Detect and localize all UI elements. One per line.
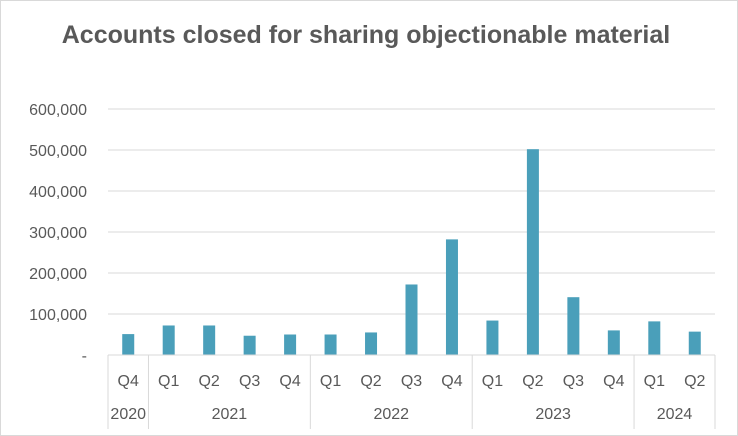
bar xyxy=(122,334,135,355)
x-tick-label: Q1 xyxy=(482,373,503,390)
bar xyxy=(284,334,297,355)
x-axis: Q4 Q1 Q2 Q3 Q4 Q1 Q2 Q3 Q4 Q1 Q2 Q3 Q4 Q1 Q2 2020 2021 20… xyxy=(107,354,716,429)
bar xyxy=(526,149,539,355)
x-tick-label: Q1 xyxy=(320,373,341,390)
y-tick-label: 600,000 xyxy=(29,102,87,119)
x-tick-label: Q4 xyxy=(279,373,300,390)
bar xyxy=(688,331,701,355)
bar xyxy=(445,239,458,355)
year-label: 2020 xyxy=(110,406,146,423)
x-tick-label: Q3 xyxy=(401,373,422,390)
y-tick-label: - xyxy=(82,348,87,365)
x-tick-label: Q1 xyxy=(158,373,179,390)
y-tick-label: 400,000 xyxy=(29,184,87,201)
bars xyxy=(122,149,701,355)
x-tick-label: Q2 xyxy=(684,373,705,390)
bar xyxy=(324,334,337,355)
y-tick-label: 100,000 xyxy=(29,307,87,324)
chart-title: Accounts closed for sharing objectionabl… xyxy=(61,21,671,49)
x-tick-label: Q3 xyxy=(563,373,584,390)
x-tick-label: Q2 xyxy=(522,373,543,390)
bar xyxy=(567,297,580,355)
bar xyxy=(162,325,175,355)
y-tick-label: 300,000 xyxy=(29,225,87,242)
x-tick-label: Q2 xyxy=(198,373,219,390)
bar xyxy=(365,332,378,355)
year-label: 2022 xyxy=(373,406,409,423)
year-label: 2021 xyxy=(212,406,248,423)
x-tick-label: Q4 xyxy=(603,373,624,390)
x-tick-label: Q1 xyxy=(644,373,665,390)
year-label: 2023 xyxy=(535,406,571,423)
bar xyxy=(405,284,418,355)
bar xyxy=(203,325,216,355)
y-tick-label: 500,000 xyxy=(29,143,87,160)
bar xyxy=(243,335,256,355)
bar xyxy=(648,321,661,355)
y-tick-label: 200,000 xyxy=(29,266,87,283)
x-tick-label: Q3 xyxy=(239,373,260,390)
x-tick-label: Q2 xyxy=(360,373,381,390)
bar xyxy=(486,320,499,355)
x-tick-label: Q4 xyxy=(118,373,139,390)
year-label: 2024 xyxy=(657,406,693,423)
y-axis-ticks: - 100,000 200,000 300,000 400,000 500,000 600,… xyxy=(29,102,87,365)
x-tick-label: Q4 xyxy=(441,373,462,390)
bar xyxy=(607,330,620,355)
gridlines xyxy=(108,108,715,315)
